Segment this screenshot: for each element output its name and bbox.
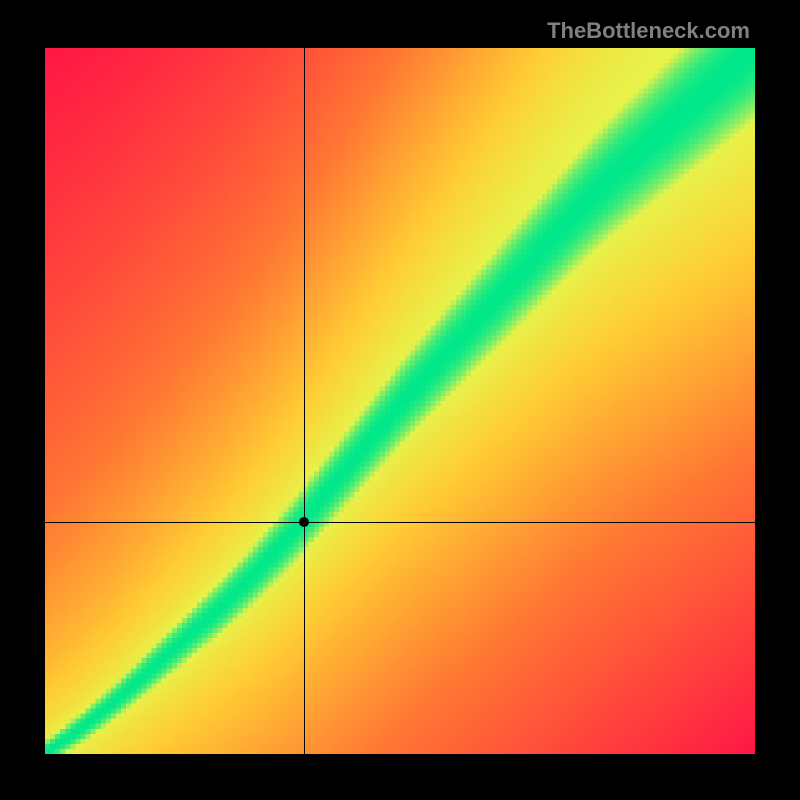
- crosshair-horizontal: [45, 522, 755, 523]
- watermark-text: TheBottleneck.com: [547, 18, 750, 44]
- heatmap-gradient: [45, 48, 755, 754]
- crosshair-vertical: [304, 48, 305, 754]
- bottleneck-heatmap: [45, 48, 755, 754]
- data-point-marker: [299, 517, 309, 527]
